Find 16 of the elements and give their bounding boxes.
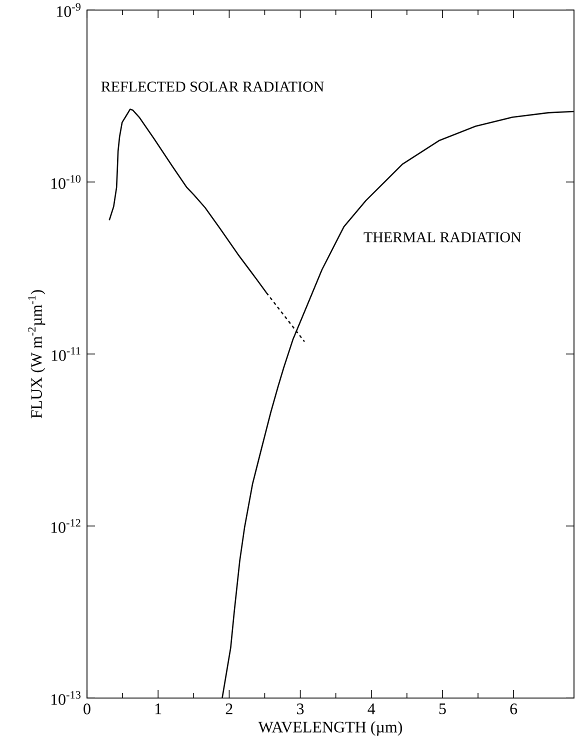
x-tick-label: 2 (226, 704, 232, 714)
y-tick-label: 10$^{-13}$ (51, 691, 81, 705)
x-tick-label: 6 (510, 704, 518, 714)
text: REFLECTED SOLAR RADIATION (101, 82, 324, 92)
x-tick-label: 5 (439, 704, 446, 714)
y-tick-label: 10$^{-10}$ (51, 175, 81, 189)
x-tick-label: 4 (368, 704, 376, 714)
x-tick-label: 3 (297, 704, 304, 714)
series-label: THERMAL RADIATION (364, 232, 522, 242)
x-tick-label: 1 (156, 704, 162, 714)
x-axis-title: WAVELENGTH (µm) (258, 721, 402, 736)
y-tick-label: 10$^{-12}$ (51, 519, 80, 533)
y-axis-title: FLUX (W m$^{-2}$µm$^{-1}$) (28, 290, 46, 418)
y-tick-label: 10$^{-9}$ (57, 3, 81, 17)
x-tick-label: 0 (84, 704, 90, 714)
y-tick-label: 10$^{-11}$ (52, 347, 80, 361)
